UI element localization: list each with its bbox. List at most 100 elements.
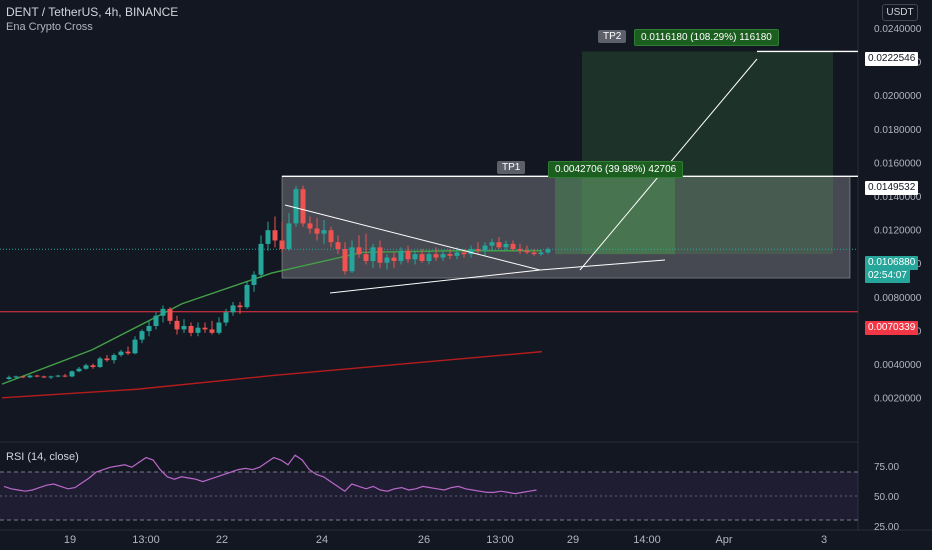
- candle-body: [230, 305, 236, 313]
- candle-body: [125, 351, 131, 354]
- candle-body: [265, 230, 271, 244]
- candle-body: [167, 308, 173, 321]
- tp2-zone: [582, 51, 833, 255]
- candle-body: [349, 247, 355, 272]
- candle-body: [20, 376, 26, 378]
- candle-body: [517, 249, 523, 251]
- candle-body: [76, 368, 82, 372]
- candle-body: [538, 252, 544, 255]
- currency-button[interactable]: USDT: [882, 4, 918, 21]
- candle-body: [139, 331, 145, 340]
- price-tick-label: 0.0020000: [874, 394, 922, 405]
- candle-body: [55, 375, 61, 377]
- time-axis-label: 29: [567, 534, 579, 546]
- candle-body: [489, 242, 495, 246]
- candle-body: [545, 249, 551, 253]
- candle-body: [118, 351, 124, 356]
- candle-body: [223, 312, 229, 323]
- candle-body: [307, 223, 313, 229]
- candle-body: [272, 230, 278, 241]
- price-tick-label: 0.0160000: [874, 158, 922, 169]
- rsi-label[interactable]: RSI (14, close): [6, 451, 79, 463]
- candle-body: [461, 252, 467, 255]
- tp1-tag: TP1: [497, 161, 526, 174]
- candle-body: [363, 254, 369, 261]
- rsi-band: [0, 472, 858, 520]
- candle-body: [286, 223, 292, 250]
- tp2-box: 0.0116180 (108.29%) 116180: [634, 29, 779, 46]
- rsi-tick-label: 75.00: [874, 462, 899, 473]
- triangle-lower-line: [329, 269, 541, 294]
- candle-body: [426, 254, 432, 261]
- candle-body: [202, 327, 208, 330]
- candle-body: [279, 240, 285, 250]
- rsi-line: [3, 454, 537, 495]
- tp1-zone: [555, 176, 675, 255]
- candle-body: [251, 274, 257, 285]
- time-axis-label: 24: [316, 534, 328, 546]
- candle-body: [419, 254, 425, 261]
- support-price-tag: 0.0070339: [865, 321, 919, 335]
- time-axis-label: 19: [64, 534, 76, 546]
- candle-body: [335, 242, 341, 250]
- tp1-box: 0.0042706 (39.98%) 42706: [548, 161, 684, 178]
- candle-body: [496, 242, 502, 248]
- candle-body: [454, 252, 460, 256]
- candle-body: [153, 315, 159, 326]
- countdown-tag: 02:54:07: [865, 269, 910, 283]
- candle-body: [398, 250, 404, 261]
- candle-body: [69, 371, 75, 377]
- candle-body: [510, 243, 516, 250]
- price-tick-label: 0.0180000: [874, 125, 922, 136]
- candle-body: [146, 325, 152, 332]
- tp1-price-tag: 0.0149532: [865, 181, 919, 195]
- rsi-tick-label: 25.00: [874, 522, 899, 533]
- candle-body: [195, 327, 201, 333]
- breakout-projection-line: [539, 259, 666, 271]
- candle-body: [300, 189, 306, 224]
- candle-body: [244, 284, 250, 308]
- current-price-tag: 0.0106880: [865, 256, 919, 270]
- rsi-tick-label: 50.00: [874, 492, 899, 503]
- candle-body: [440, 254, 446, 258]
- candle-body: [531, 252, 537, 255]
- tp2-tag: TP2: [598, 30, 627, 43]
- candle-body: [83, 365, 89, 369]
- time-axis-label: 26: [418, 534, 430, 546]
- time-axis-label: 14:00: [633, 534, 661, 546]
- time-axis-label: 13:00: [132, 534, 160, 546]
- candle-body: [482, 245, 488, 251]
- candle-body: [216, 322, 222, 333]
- candle-body: [356, 247, 362, 255]
- candle-body: [34, 375, 40, 377]
- price-tick-label: 0.0120000: [874, 226, 922, 237]
- candle-body: [391, 257, 397, 261]
- candle-body: [6, 377, 12, 379]
- candle-body: [13, 376, 19, 378]
- indicator-label[interactable]: Ena Crypto Cross: [6, 21, 93, 33]
- ma-slow-line: [1, 350, 543, 399]
- candle-body: [160, 308, 166, 316]
- candle-body: [370, 247, 376, 261]
- candle-body: [468, 249, 474, 255]
- candle-body: [405, 250, 411, 260]
- time-axis-label: Apr: [715, 534, 732, 546]
- symbol-title[interactable]: DENT / TetherUS, 4h, BINANCE: [6, 5, 179, 19]
- candle-body: [503, 243, 509, 248]
- candle-body: [377, 247, 383, 263]
- tp2-price-tag: 0.0222546: [865, 52, 919, 66]
- price-tick-label: 0.0080000: [874, 293, 922, 304]
- candle-body: [188, 325, 194, 333]
- candle-body: [321, 230, 327, 234]
- candle-body: [314, 228, 320, 234]
- candle-body: [237, 305, 243, 308]
- time-axis-label: 13:00: [486, 534, 514, 546]
- candle-body: [384, 257, 390, 263]
- candle-body: [475, 249, 481, 251]
- candle-body: [328, 230, 334, 243]
- price-tick-label: 0.0200000: [874, 91, 922, 102]
- price-tick-label: 0.0240000: [874, 24, 922, 35]
